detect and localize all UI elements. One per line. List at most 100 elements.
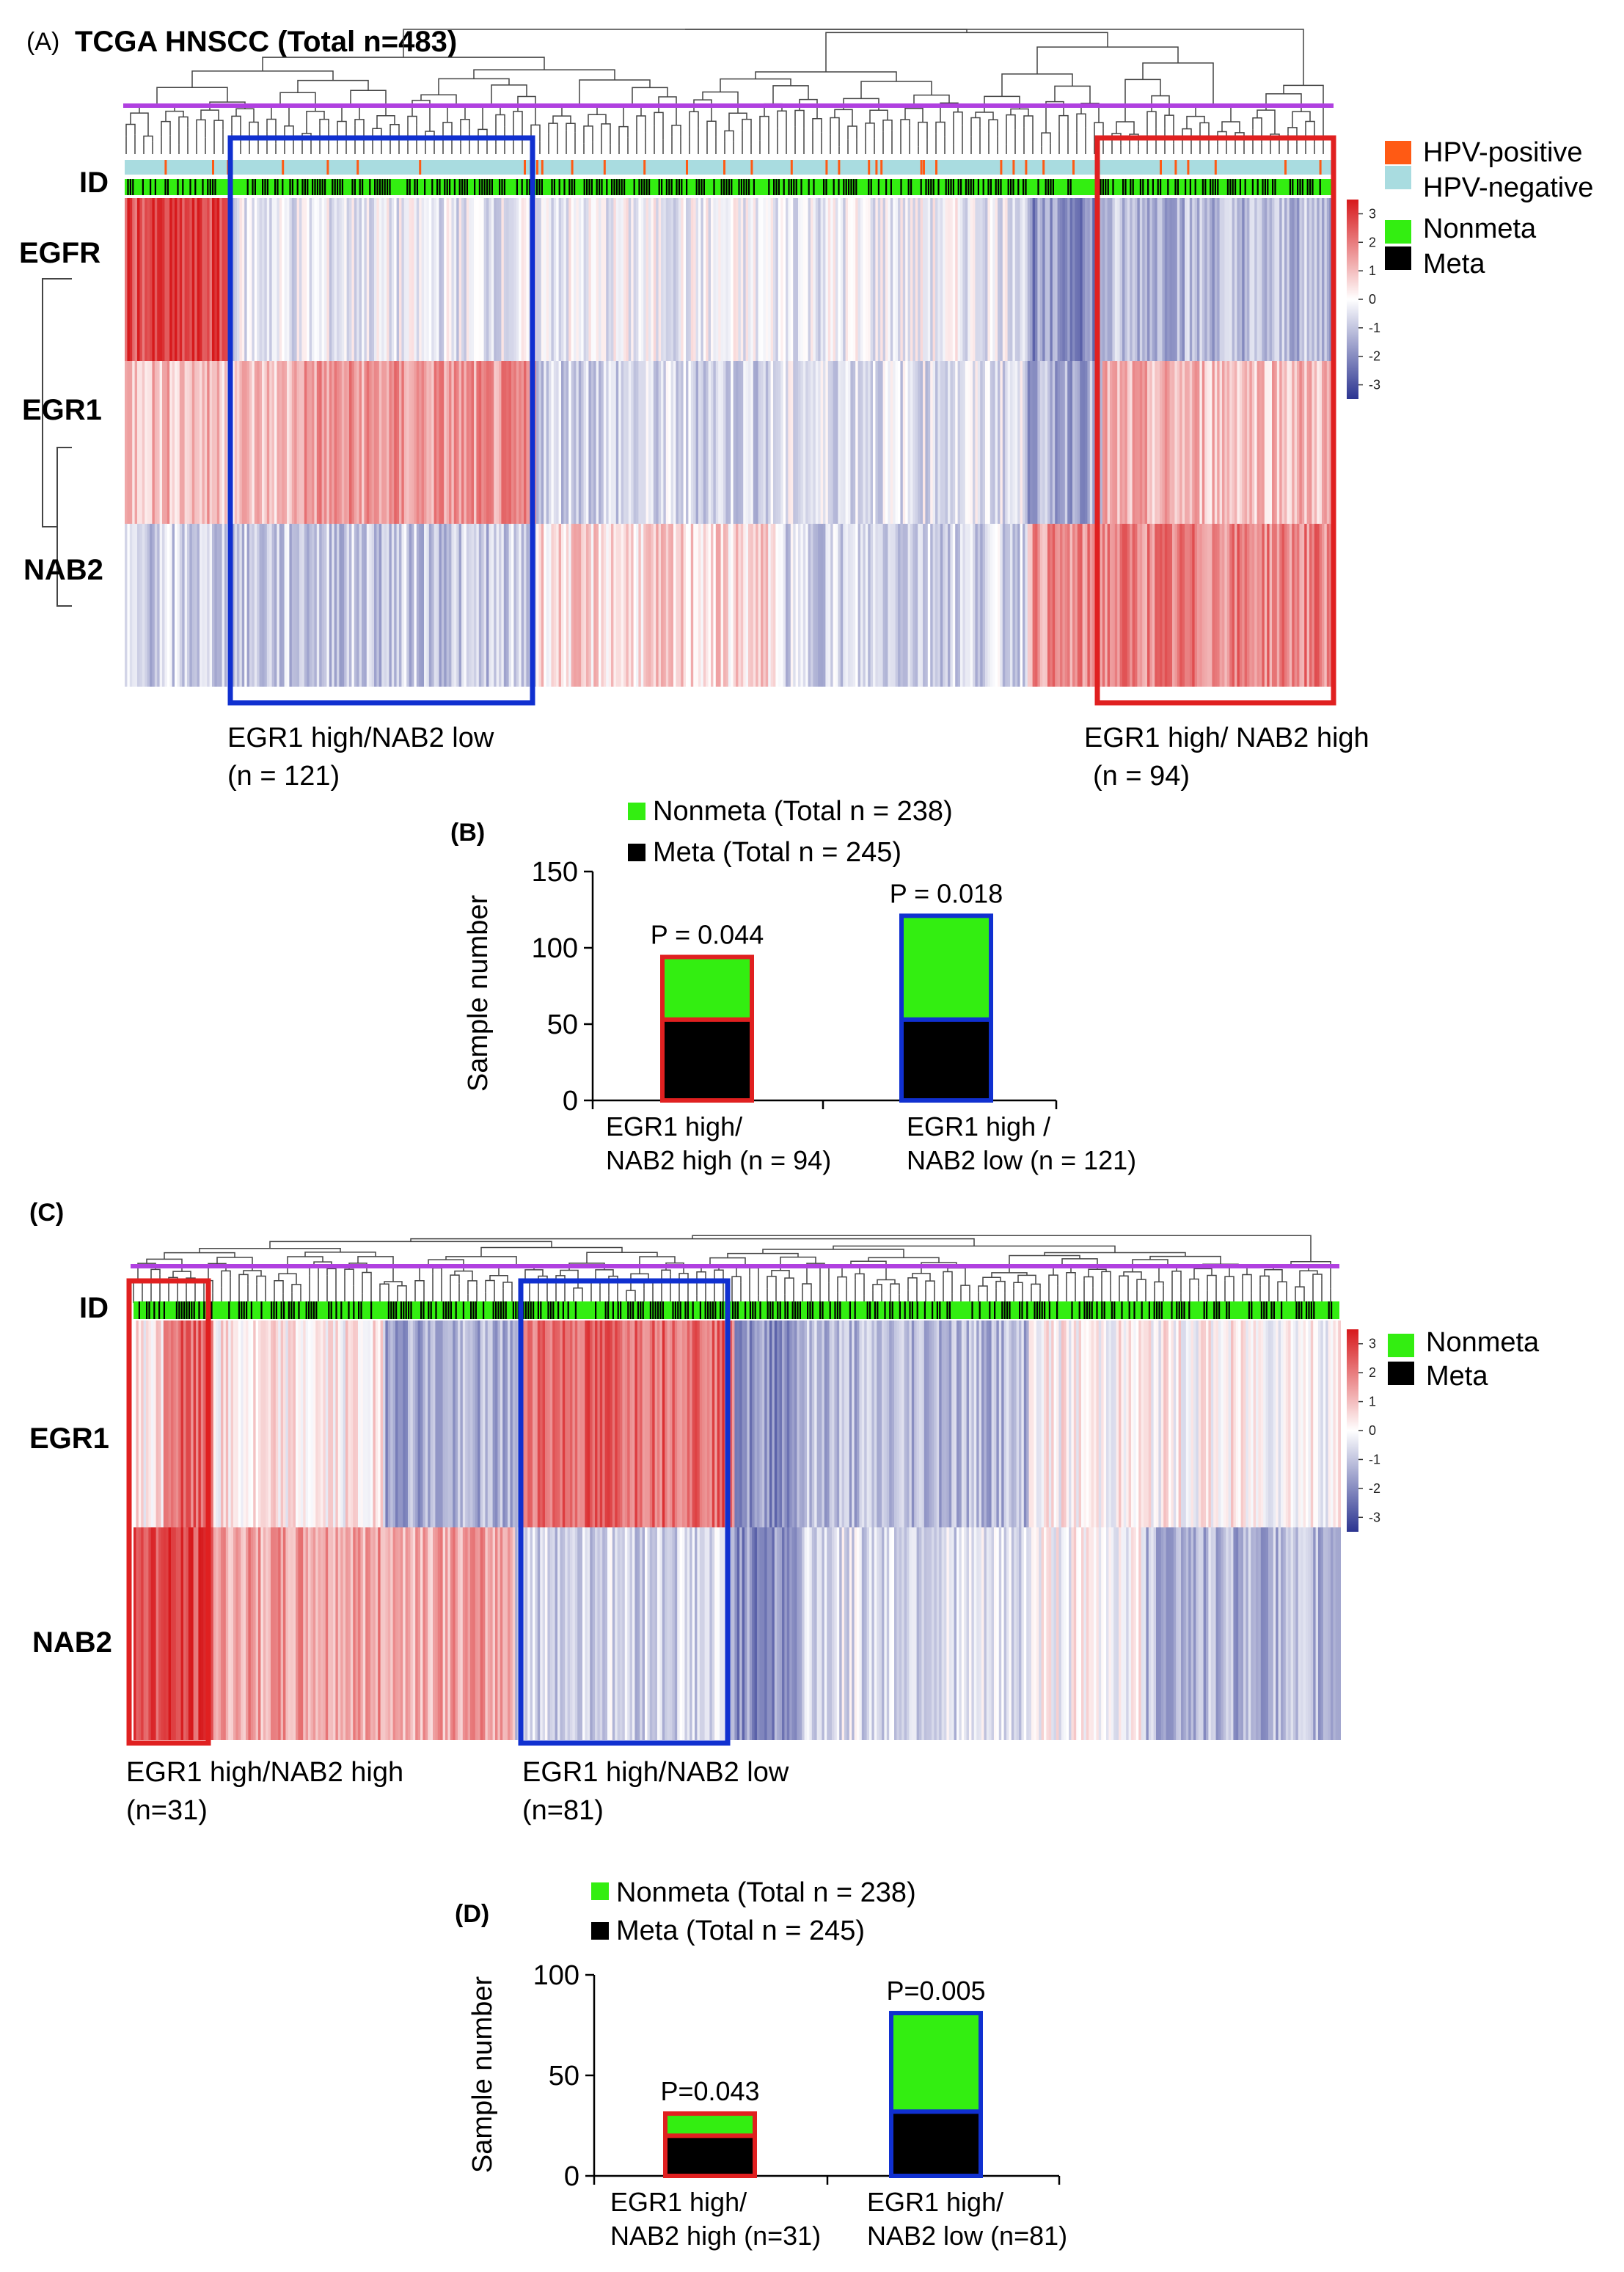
- panel-c-heatmap-cell: [665, 1527, 667, 1740]
- panel-c-heatmap-cell: [874, 1321, 877, 1527]
- panel-a-heatmap-cell: [1226, 524, 1230, 687]
- panel-a-heatmap-cell: [538, 524, 542, 687]
- panel-c-id-meta-tick: [620, 1301, 622, 1319]
- panel-a-heatmap-cell: [1197, 524, 1200, 687]
- panel-a-heatmap-cell: [489, 198, 492, 361]
- panel-c-heatmap-cell: [460, 1527, 464, 1740]
- panel-a-id-meta-tick: [1102, 179, 1104, 195]
- panel-a-hpv-hpv-positive-tick: [868, 160, 871, 175]
- panel-a-heatmap-cell: [412, 524, 414, 687]
- panel-a-heatmap-cell: [344, 361, 347, 524]
- panel-a-heatmap-cell: [1201, 361, 1205, 524]
- panel-c-heatmap-cell: [1201, 1527, 1204, 1740]
- panel-a-heatmap-cell: [813, 361, 816, 524]
- panel-a-heatmap-cell: [1162, 361, 1166, 524]
- panel-c-heatmap-cell: [1019, 1321, 1022, 1527]
- panel-c-heatmap-cell: [524, 1527, 528, 1740]
- panel-a-heatmap-cell: [1080, 198, 1083, 361]
- panel-a-heatmap-cell: [474, 524, 477, 687]
- panel-c-heatmap-cell: [263, 1527, 266, 1740]
- panel-a-heatmap-cell: [207, 361, 210, 524]
- panel-a-dendrogram-branch: [1080, 103, 1100, 123]
- panel-c-dendrogram-branch: [1299, 1270, 1318, 1287]
- panel-a-heatmap-cell: [428, 524, 432, 687]
- panel-c-heatmap-cell: [395, 1321, 398, 1527]
- panel-a-heatmap-cell: [394, 198, 397, 361]
- panel-a-heatmap-cell: [356, 524, 359, 687]
- panel-c-heatmap-cell: [412, 1321, 416, 1527]
- panel-a-heatmap-cell: [1077, 361, 1080, 524]
- panel-a-id-meta-tick: [289, 179, 291, 195]
- panel-a-heatmap-cell: [1272, 198, 1275, 361]
- panel-a-heatmap-cell: [661, 361, 664, 524]
- panel-c-heatmap-cell: [562, 1321, 566, 1527]
- panel-c-heatmap-cell: [742, 1321, 745, 1527]
- panel-a-heatmap-cell: [1102, 198, 1105, 361]
- panel-c-heatmap-cell: [784, 1527, 788, 1740]
- panel-c-heatmap-cell: [430, 1527, 434, 1740]
- panel-c-heatmap-cell: [1323, 1321, 1326, 1527]
- panel-a-heatmap-cell: [412, 198, 414, 361]
- panel-c-heatmap-cell: [1258, 1527, 1262, 1740]
- panel-c-heatmap-cell: [490, 1527, 493, 1740]
- panel-c-heatmap-cell: [797, 1321, 800, 1527]
- panel-a-heatmap-cell: [756, 361, 758, 524]
- panel-a-heatmap-cell: [882, 524, 886, 687]
- panel-a-heatmap-cell: [608, 198, 612, 361]
- panel-a-id-meta-tick: [332, 179, 334, 195]
- panel-c-heatmap-cell: [405, 1321, 409, 1527]
- panel-a-id-meta-tick: [1309, 179, 1312, 195]
- panel-a-heatmap-cell: [1080, 361, 1083, 524]
- panel-b-category-label-2-line2: NAB2 low (n = 121): [907, 1145, 1136, 1175]
- panel-a-heatmap-cell: [334, 524, 337, 687]
- panel-a-id-meta-tick: [1177, 179, 1179, 195]
- panel-c-heatmap-cell: [934, 1321, 937, 1527]
- panel-a-dendrogram-branch: [1146, 111, 1157, 135]
- panel-a-heatmap-cell: [1201, 198, 1205, 361]
- panel-c-heatmap-cell: [939, 1321, 942, 1527]
- panel-a-heatmap-cell: [1306, 524, 1310, 687]
- panel-a-heatmap-cell: [558, 524, 562, 687]
- panel-a-id-meta-tick: [945, 179, 947, 195]
- panel-a-dendrogram-branch: [530, 124, 541, 142]
- panel-a-id-meta-tick: [968, 179, 970, 195]
- panel-c-color-scale: [1347, 1329, 1358, 1532]
- panel-a-heatmap-cell: [446, 198, 450, 361]
- panel-a-heatmap-cell: [489, 524, 492, 687]
- panel-a-heatmap-cell: [476, 524, 480, 687]
- panel-a-heatmap-cell: [244, 524, 247, 687]
- panel-a-heatmap-cell: [1276, 524, 1280, 687]
- panel-a-heatmap-cell: [593, 361, 596, 524]
- panel-a-heatmap-cell: [189, 198, 193, 361]
- panel-c-heatmap-cell: [440, 1527, 443, 1740]
- panel-a-heatmap-cell: [296, 198, 300, 361]
- panel-a-heatmap-cell: [1232, 524, 1235, 687]
- panel-d-bar-nonmeta-2: [889, 2011, 983, 2114]
- panel-c-heatmap-cell: [1206, 1527, 1209, 1740]
- panel-a-heatmap-cell: [615, 361, 619, 524]
- panel-c-dendrogram-branch: [256, 1275, 266, 1285]
- panel-c-heatmap-cell: [640, 1527, 643, 1740]
- panel-a-dendrogram-branch: [1076, 113, 1086, 133]
- panel-a-heatmap-cell: [453, 524, 457, 687]
- panel-a-heatmap-cell: [1287, 524, 1290, 687]
- panel-c-heatmap-cell: [1138, 1527, 1141, 1740]
- panel-a-heatmap-cell: [823, 361, 826, 524]
- panel-a-heatmap-cell: [376, 198, 380, 361]
- panel-c-id-meta-tick: [899, 1301, 901, 1319]
- panel-a-dendrogram-branch: [1124, 78, 1161, 123]
- panel-a-heatmap-cell: [246, 361, 250, 524]
- panel-a-heatmap-cell: [556, 524, 559, 687]
- panel-a-heatmap-cell: [740, 198, 744, 361]
- panel-c-id-meta-tick: [445, 1301, 447, 1319]
- panel-c-heatmap-cell: [1331, 1527, 1334, 1740]
- panel-c-heatmap-cell: [754, 1527, 758, 1740]
- panel-a-heatmap-cell: [287, 524, 290, 687]
- panel-a-heatmap-cell: [723, 524, 726, 687]
- panel-b-bar-nonmeta-1: [660, 954, 754, 1022]
- panel-c-id-meta-tick: [722, 1301, 724, 1319]
- panel-a-id-meta-tick: [406, 179, 409, 195]
- panel-a-id-meta-tick: [132, 179, 134, 195]
- panel-a-heatmap-cell: [1179, 198, 1182, 361]
- panel-c-dendrogram-branch: [384, 1281, 403, 1286]
